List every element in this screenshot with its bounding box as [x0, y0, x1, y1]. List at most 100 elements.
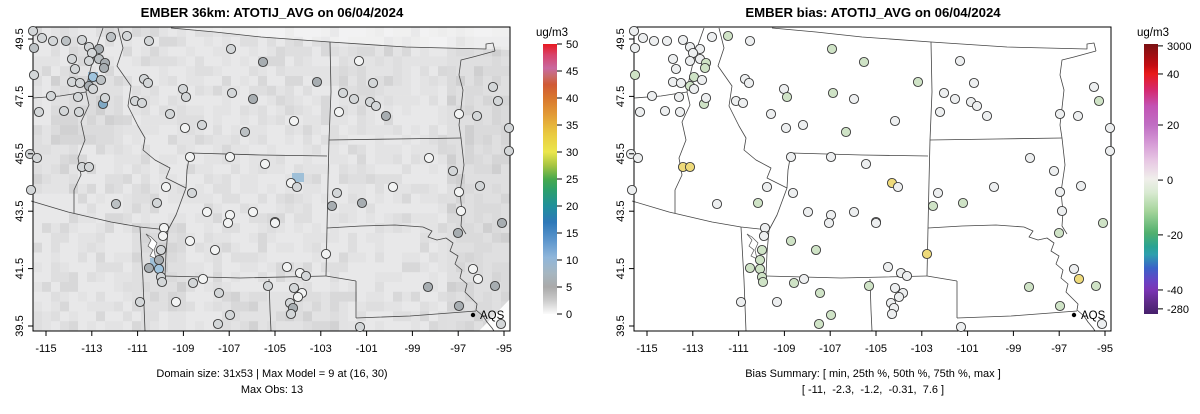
raster-cell: [114, 125, 124, 136]
raster-cell: [456, 282, 466, 293]
raster-cell: [132, 242, 142, 253]
raster-cell: [393, 252, 403, 263]
raster-cell: [285, 193, 295, 204]
raster-cell: [249, 311, 259, 322]
raster-cell: [483, 105, 493, 116]
raster-cell: [213, 46, 223, 57]
raster-cell: [69, 27, 79, 38]
raster-cell: [312, 56, 322, 67]
raster-cell: [285, 164, 295, 175]
station-point: [632, 152, 644, 164]
raster-cell: [348, 183, 358, 195]
raster-cell: [348, 252, 358, 263]
raster-cell: [240, 262, 250, 273]
raster-cell: [447, 76, 457, 87]
raster-cell: [231, 282, 241, 293]
raster-cell: [447, 291, 457, 302]
x-axis-tick-label: -109: [172, 343, 194, 355]
raster-cell: [474, 46, 484, 57]
raster-cell: [150, 144, 160, 155]
station-point: [487, 81, 499, 93]
raster-cell: [33, 164, 43, 175]
state-border-line: [674, 91, 691, 213]
station-point: [757, 276, 769, 288]
raster-cell: [168, 213, 178, 224]
station-point: [25, 184, 37, 196]
station-point: [225, 43, 237, 55]
raster-cell: [60, 193, 70, 204]
raster-cell: [177, 311, 187, 322]
station-point: [212, 318, 224, 330]
raster-cell: [402, 291, 412, 302]
raster-cell: [240, 282, 250, 293]
raster-cell: [339, 262, 349, 273]
raster-cell: [483, 272, 493, 283]
station-point: [353, 55, 365, 67]
raster-cell: [465, 144, 475, 155]
raster-cell: [357, 105, 367, 116]
raster-cell: [69, 183, 79, 195]
state-border-line: [956, 310, 1078, 319]
raster-cell: [276, 164, 286, 175]
raster-cell: [69, 85, 79, 96]
raster-cell: [276, 193, 286, 204]
raster-cell: [438, 252, 448, 263]
raster-cell: [393, 125, 403, 136]
raster-cell: [330, 291, 340, 302]
raster-cell: [114, 183, 124, 195]
raster-cell: [78, 242, 88, 253]
raster-cell: [78, 115, 88, 126]
raster-cell: [132, 85, 142, 96]
raster-cell: [294, 144, 304, 155]
raster-cell: [258, 242, 268, 253]
raster-cell: [69, 272, 79, 283]
raster-cell: [411, 134, 421, 146]
raster-cell: [123, 125, 133, 136]
raster-cell: [375, 213, 385, 224]
station-point: [629, 69, 641, 81]
colorbar-tick-label: 15: [566, 228, 578, 240]
station-point: [696, 74, 708, 86]
raster-cell: [456, 27, 466, 38]
raster-cell: [393, 134, 403, 146]
raster-cell: [357, 164, 367, 175]
raster-cell: [123, 321, 133, 332]
raster-cell: [312, 282, 322, 293]
raster-cell: [222, 36, 232, 47]
colorbar-tick-label: 10: [566, 255, 578, 267]
raster-cell: [483, 232, 493, 244]
raster-cell: [132, 203, 142, 214]
station-point: [247, 93, 259, 105]
raster-cell: [258, 95, 268, 106]
raster-cell: [402, 144, 412, 155]
raster-cell: [402, 134, 412, 146]
raster-cell: [213, 311, 223, 322]
raster-cell: [204, 125, 214, 136]
raster-cell: [339, 66, 349, 77]
raster-cell: [177, 301, 187, 312]
raster-cell: [204, 36, 214, 47]
raster-cell: [186, 203, 196, 214]
raster-cell: [141, 125, 151, 136]
raster-cell: [303, 301, 313, 312]
raster-cell: [132, 223, 142, 234]
raster-cell: [87, 125, 97, 136]
raster-cell: [339, 183, 349, 195]
raster-cell: [384, 27, 394, 38]
raster-cell: [474, 193, 484, 204]
raster-cell: [447, 46, 457, 57]
raster-cell: [114, 203, 124, 214]
raster-cell: [114, 262, 124, 273]
raster-cell: [249, 85, 259, 96]
raster-cell: [456, 144, 466, 155]
raster-cell: [465, 105, 475, 116]
raster-cell: [276, 174, 286, 185]
raster-cell: [204, 282, 214, 293]
raster-cell: [366, 272, 376, 283]
raster-cell: [132, 321, 142, 332]
raster-cell: [312, 27, 322, 38]
raster-cell: [123, 164, 133, 175]
raster-cell: [42, 115, 52, 126]
y-axis: 49.547.545.543.541.539.5: [14, 28, 33, 337]
raster-cell: [366, 134, 376, 146]
